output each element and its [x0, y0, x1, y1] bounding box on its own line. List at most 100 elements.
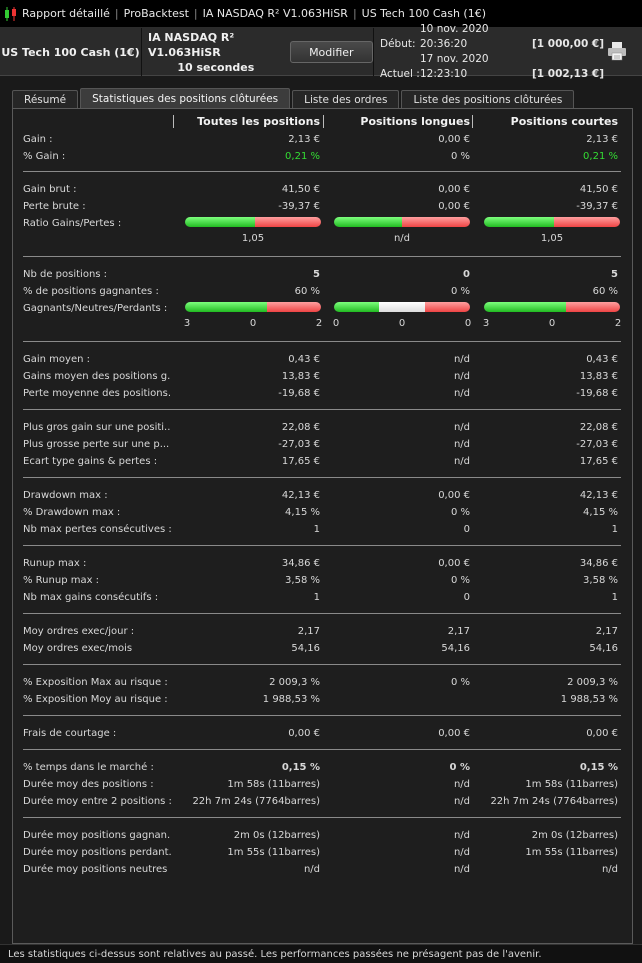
- section-divider: [23, 256, 621, 257]
- stats-row: % de positions gagnantes : 60 % 0 % 60 %: [13, 283, 632, 300]
- row-label: % temps dans le marché :: [23, 762, 154, 773]
- modify-button[interactable]: Modifier: [289, 41, 373, 63]
- title-item-2: IA NASDAQ R² V1.063HiSR: [202, 7, 348, 20]
- section-divider: [23, 715, 621, 716]
- row-value-all: 4,15 %: [285, 507, 320, 518]
- row-value-all: -19,68 €: [278, 388, 320, 399]
- tab-resume[interactable]: Résumé: [12, 90, 79, 108]
- row-value-all: 1m 58s (11barres): [227, 779, 320, 790]
- stats-row: Durée moy positions perdant... 1m 55s (11…: [13, 844, 632, 861]
- stats-row: Gains moyen des positions g... 13,83 € n/d…: [13, 368, 632, 385]
- row-value-long: 0,00 €: [438, 134, 470, 145]
- current-label: Actuel :: [380, 68, 420, 80]
- row-value-short: 1: [611, 524, 618, 535]
- row-value-all: 2,13 €: [288, 134, 320, 145]
- section-divider: [23, 477, 621, 478]
- row-value-short: 34,86 €: [579, 558, 618, 569]
- title-item-3: US Tech 100 Cash (1€): [361, 7, 487, 20]
- row-value-short: 17,65 €: [579, 456, 618, 467]
- count-winners: 3: [482, 318, 490, 329]
- row-value-all: 3,58 %: [285, 575, 320, 586]
- stats-row: Gain moyen : 0,43 € n/d 0,43 €: [13, 351, 632, 368]
- row-value-short: 0,00 €: [586, 728, 618, 739]
- row-value-all: 0,15 %: [281, 762, 320, 773]
- count-losers: 2: [614, 318, 622, 329]
- row-value-short: 1: [611, 592, 618, 603]
- row-label: % Runup max :: [23, 575, 100, 586]
- ratio-gain-loss-bar: [334, 217, 470, 227]
- strategy-section: IA NASDAQ R² V1.063HiSR 10 secondes Modi…: [142, 28, 374, 76]
- row-value-all: 22,08 €: [281, 422, 320, 433]
- row-value-long: 0 %: [450, 286, 470, 297]
- row-value-all: 13,83 €: [281, 371, 320, 382]
- current-value: [1 002,13 €]: [532, 68, 605, 80]
- start-label: Début:: [380, 38, 416, 50]
- row-value-all: 1m 55s (11barres): [227, 847, 320, 858]
- row-label: Moy ordres exec/mois: [23, 643, 133, 654]
- stats-row: Drawdown max : 42,13 € 0,00 € 42,13 €: [13, 487, 632, 504]
- winners-neutral-losers-bar: [484, 302, 620, 312]
- stats-row: Durée moy des positions : 1m 58s (11barre…: [13, 776, 632, 793]
- row-value-all: 0,00 €: [288, 728, 320, 739]
- row-value-all: n/d: [303, 864, 320, 875]
- section-divider: [23, 664, 621, 665]
- col-header-long: Positions longues: [360, 115, 470, 128]
- section-divider: [23, 817, 621, 818]
- current-date: 17 nov. 2020 12:23:10: [420, 53, 489, 80]
- tab-bar: Résumé Statistiques des positions clôtur…: [12, 88, 576, 108]
- row-value-short: 4,15 %: [583, 507, 618, 518]
- stats-row: Runup max : 34,86 € 0,00 € 34,86 €: [13, 555, 632, 572]
- stats-row: Nb max gains consécutifs : 1 0 1: [13, 589, 632, 606]
- row-value-long: 0 %: [450, 507, 470, 518]
- strategy-timeframe: 10 secondes: [177, 60, 255, 74]
- printer-icon[interactable]: [606, 41, 628, 61]
- tab-closed-position-stats[interactable]: Statistiques des positions clôturées: [80, 88, 291, 108]
- row-value-all: 2m 0s (12barres): [233, 830, 320, 841]
- row-value-long: 0,00 €: [438, 728, 470, 739]
- section-divider: [23, 409, 621, 410]
- row-label: Gains moyen des positions g...: [23, 371, 171, 382]
- row-label: Moy ordres exec/jour :: [23, 626, 135, 637]
- row-value-long: 0 %: [449, 762, 470, 773]
- row-value-long: n/d: [453, 830, 470, 841]
- row-label: Durée moy positions neutres :: [23, 864, 171, 875]
- stats-row: Nb max pertes consécutives : 1 0 1: [13, 521, 632, 538]
- row-value-short: 3,58 %: [583, 575, 618, 586]
- row-value-long: 0: [463, 592, 470, 603]
- tab-closed-position-list[interactable]: Liste des positions clôturées: [401, 90, 575, 108]
- row-value-long: n/d: [453, 422, 470, 433]
- row-value-long: n/d: [453, 796, 470, 807]
- row-value-all: 0,21 %: [285, 151, 320, 162]
- row-label: Durée moy positions gagnan...: [23, 830, 171, 841]
- stats-row: Durée moy positions gagnan... 2m 0s (12ba…: [13, 827, 632, 844]
- row-label: Nb max pertes consécutives :: [23, 524, 171, 535]
- tab-order-list[interactable]: Liste des ordres: [292, 90, 400, 108]
- section-divider: [23, 171, 621, 172]
- row-value-long: 54,16: [441, 643, 470, 654]
- row-value-short: 2,13 €: [586, 134, 618, 145]
- row-label: Runup max :: [23, 558, 87, 569]
- row-value-all: 34,86 €: [281, 558, 320, 569]
- row-value-all: 5: [313, 269, 320, 280]
- row-value-long: n/d: [453, 354, 470, 365]
- count-losers: 2: [315, 318, 323, 329]
- row-value-all: 2,17: [297, 626, 320, 637]
- col-header-short: Positions courtes: [510, 115, 618, 128]
- stats-row: Plus gros gain sur une positi... 22,08 € n…: [13, 419, 632, 436]
- row-value-all: 1: [313, 592, 320, 603]
- row-value-short: -27,03 €: [576, 439, 618, 450]
- row-value-long: n/d: [453, 439, 470, 450]
- row-value-long: n/d: [453, 371, 470, 382]
- report-header: US Tech 100 Cash (1€) IA NASDAQ R² V1.06…: [0, 23, 642, 80]
- row-value-short: -19,68 €: [576, 388, 618, 399]
- row-value-all: 17,65 €: [281, 456, 320, 467]
- row-label: Perte moyenne des positions...: [23, 388, 171, 399]
- row-value-all: 2 009,3 %: [269, 677, 320, 688]
- count-neutral: 0: [249, 318, 257, 329]
- winners-neutral-losers-bar: [334, 302, 470, 312]
- start-date: 10 nov. 2020 20:36:20: [420, 23, 489, 50]
- row-value-long: n/d: [453, 388, 470, 399]
- row-label: Perte brute :: [23, 201, 86, 212]
- ratio-gain-loss-bar: [185, 217, 321, 227]
- row-value-all: 1: [313, 524, 320, 535]
